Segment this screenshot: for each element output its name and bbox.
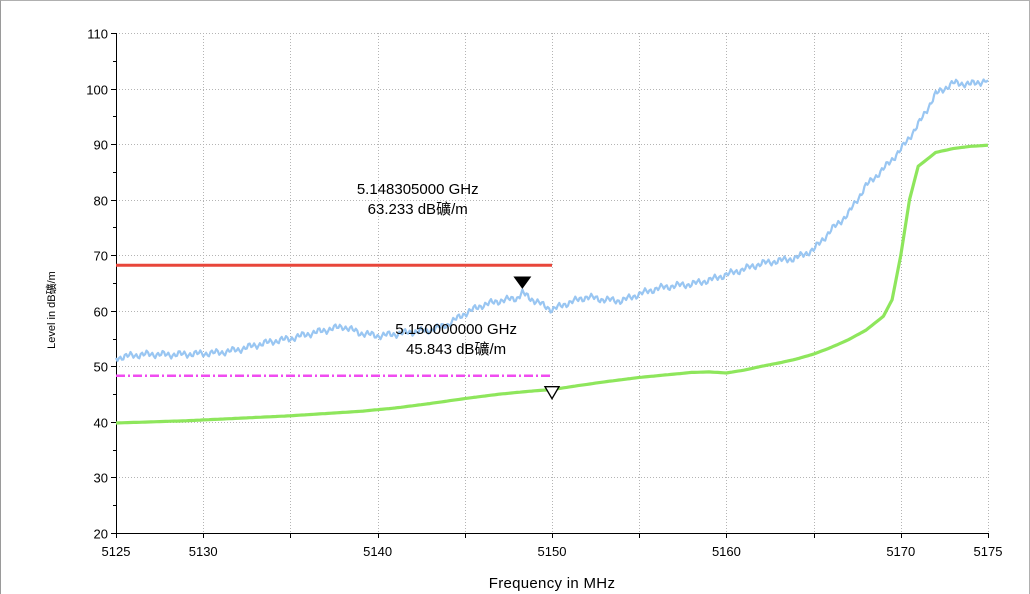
x-tick-label: 5130 xyxy=(189,544,218,559)
marker-2-frequency-label: 5.150000000 GHz xyxy=(395,321,517,338)
x-tick-label: 5175 xyxy=(974,544,1003,559)
y-tick-label: 80 xyxy=(94,194,108,209)
y-axis-title: Level in dB礦/m xyxy=(44,271,58,349)
marker-2-level-label: 45.843 dB礦/m xyxy=(406,341,506,358)
limit-lines xyxy=(116,263,552,378)
y-tick-label: 50 xyxy=(94,360,108,375)
marker-1-frequency-label: 5.148305000 GHz xyxy=(357,181,479,198)
y-tick-label: 60 xyxy=(94,305,108,320)
x-tick-label: 5140 xyxy=(363,544,392,559)
y-tick-label: 90 xyxy=(94,138,108,153)
x-tick-label: 5170 xyxy=(886,544,915,559)
x-tick-label: 5150 xyxy=(538,544,567,559)
series-layer xyxy=(115,78,989,425)
axes xyxy=(111,33,989,538)
y-tick-label: 100 xyxy=(86,83,108,98)
x-axis-title: Frequency in MHz xyxy=(489,575,616,592)
x-tick-label: 5160 xyxy=(712,544,741,559)
y-tick-label: 110 xyxy=(87,27,108,42)
y-tick-label: 40 xyxy=(94,416,108,431)
grid xyxy=(116,33,989,534)
x-tick-label: 5125 xyxy=(102,544,131,559)
marker-2 xyxy=(543,385,561,401)
tick-labels: 20 30 40 50 60 70 80 90 100 110 5125 5130 5140 5150 51… xyxy=(86,27,1002,560)
y-tick-label: 20 xyxy=(94,527,108,542)
marker-1-level-label: 63.233 dB礦/m xyxy=(368,201,468,218)
series-line-1 xyxy=(115,78,989,363)
marker-1 xyxy=(513,276,532,289)
y-tick-label: 30 xyxy=(94,471,108,486)
markers: 5.148305000 GHz 63.233 dB礦/m 5.150000000 G… xyxy=(357,181,561,401)
y-tick-label: 70 xyxy=(94,249,108,264)
